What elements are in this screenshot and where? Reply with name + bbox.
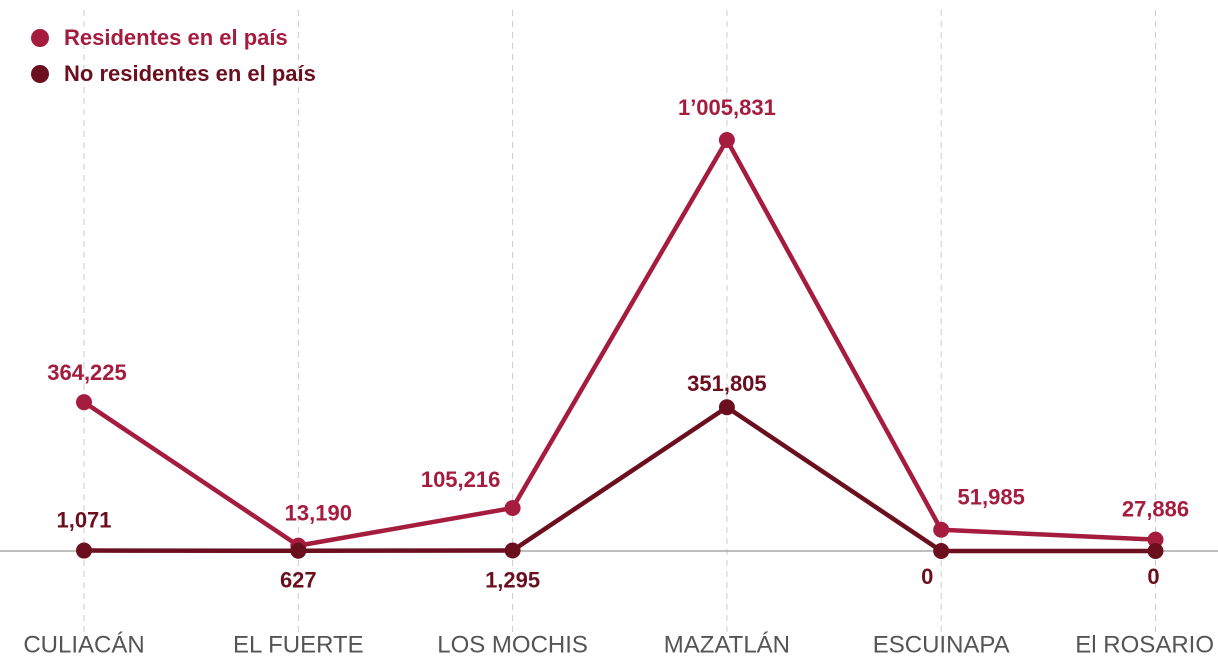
value-label: 1,295 [485, 567, 540, 592]
point [933, 543, 950, 559]
value-label: 364,225 [47, 360, 127, 385]
value-label: 0 [921, 564, 933, 589]
value-label: 13,190 [285, 500, 352, 525]
point [933, 521, 950, 538]
value-label: 1,071 [56, 507, 111, 532]
point [504, 542, 521, 559]
point [718, 132, 735, 148]
x-tick-label: El ROSARIO [1075, 631, 1214, 658]
value-label: 1’005,831 [678, 95, 776, 120]
point [1147, 543, 1164, 559]
x-tick-label: ESCUINAPA [873, 631, 1010, 658]
x-tick-label: EL FUERTE [233, 631, 364, 658]
value-label: 105,216 [421, 467, 501, 492]
x-tick-label: CULIACÁN [23, 631, 144, 658]
point [1147, 531, 1164, 548]
point [290, 542, 307, 559]
x-tick-label: MAZATLÁN [664, 631, 790, 658]
legend-label: No residentes en el país [64, 61, 316, 86]
value-label: 51,985 [958, 485, 1025, 510]
series-line [83, 404, 1156, 554]
point [718, 399, 735, 416]
value-label: 627 [280, 568, 317, 593]
point [76, 394, 92, 411]
series-line [82, 137, 1156, 548]
legend-label: Residentes en el país [64, 25, 288, 50]
value-label: 0 [1147, 564, 1159, 589]
x-tick-label: LOS MOCHIS [437, 631, 588, 658]
legend-marker [31, 65, 49, 83]
value-label: 351,805 [687, 371, 767, 396]
point [504, 500, 521, 517]
value-label: 27,886 [1122, 496, 1189, 521]
point [76, 542, 92, 559]
legend-marker [31, 29, 49, 47]
